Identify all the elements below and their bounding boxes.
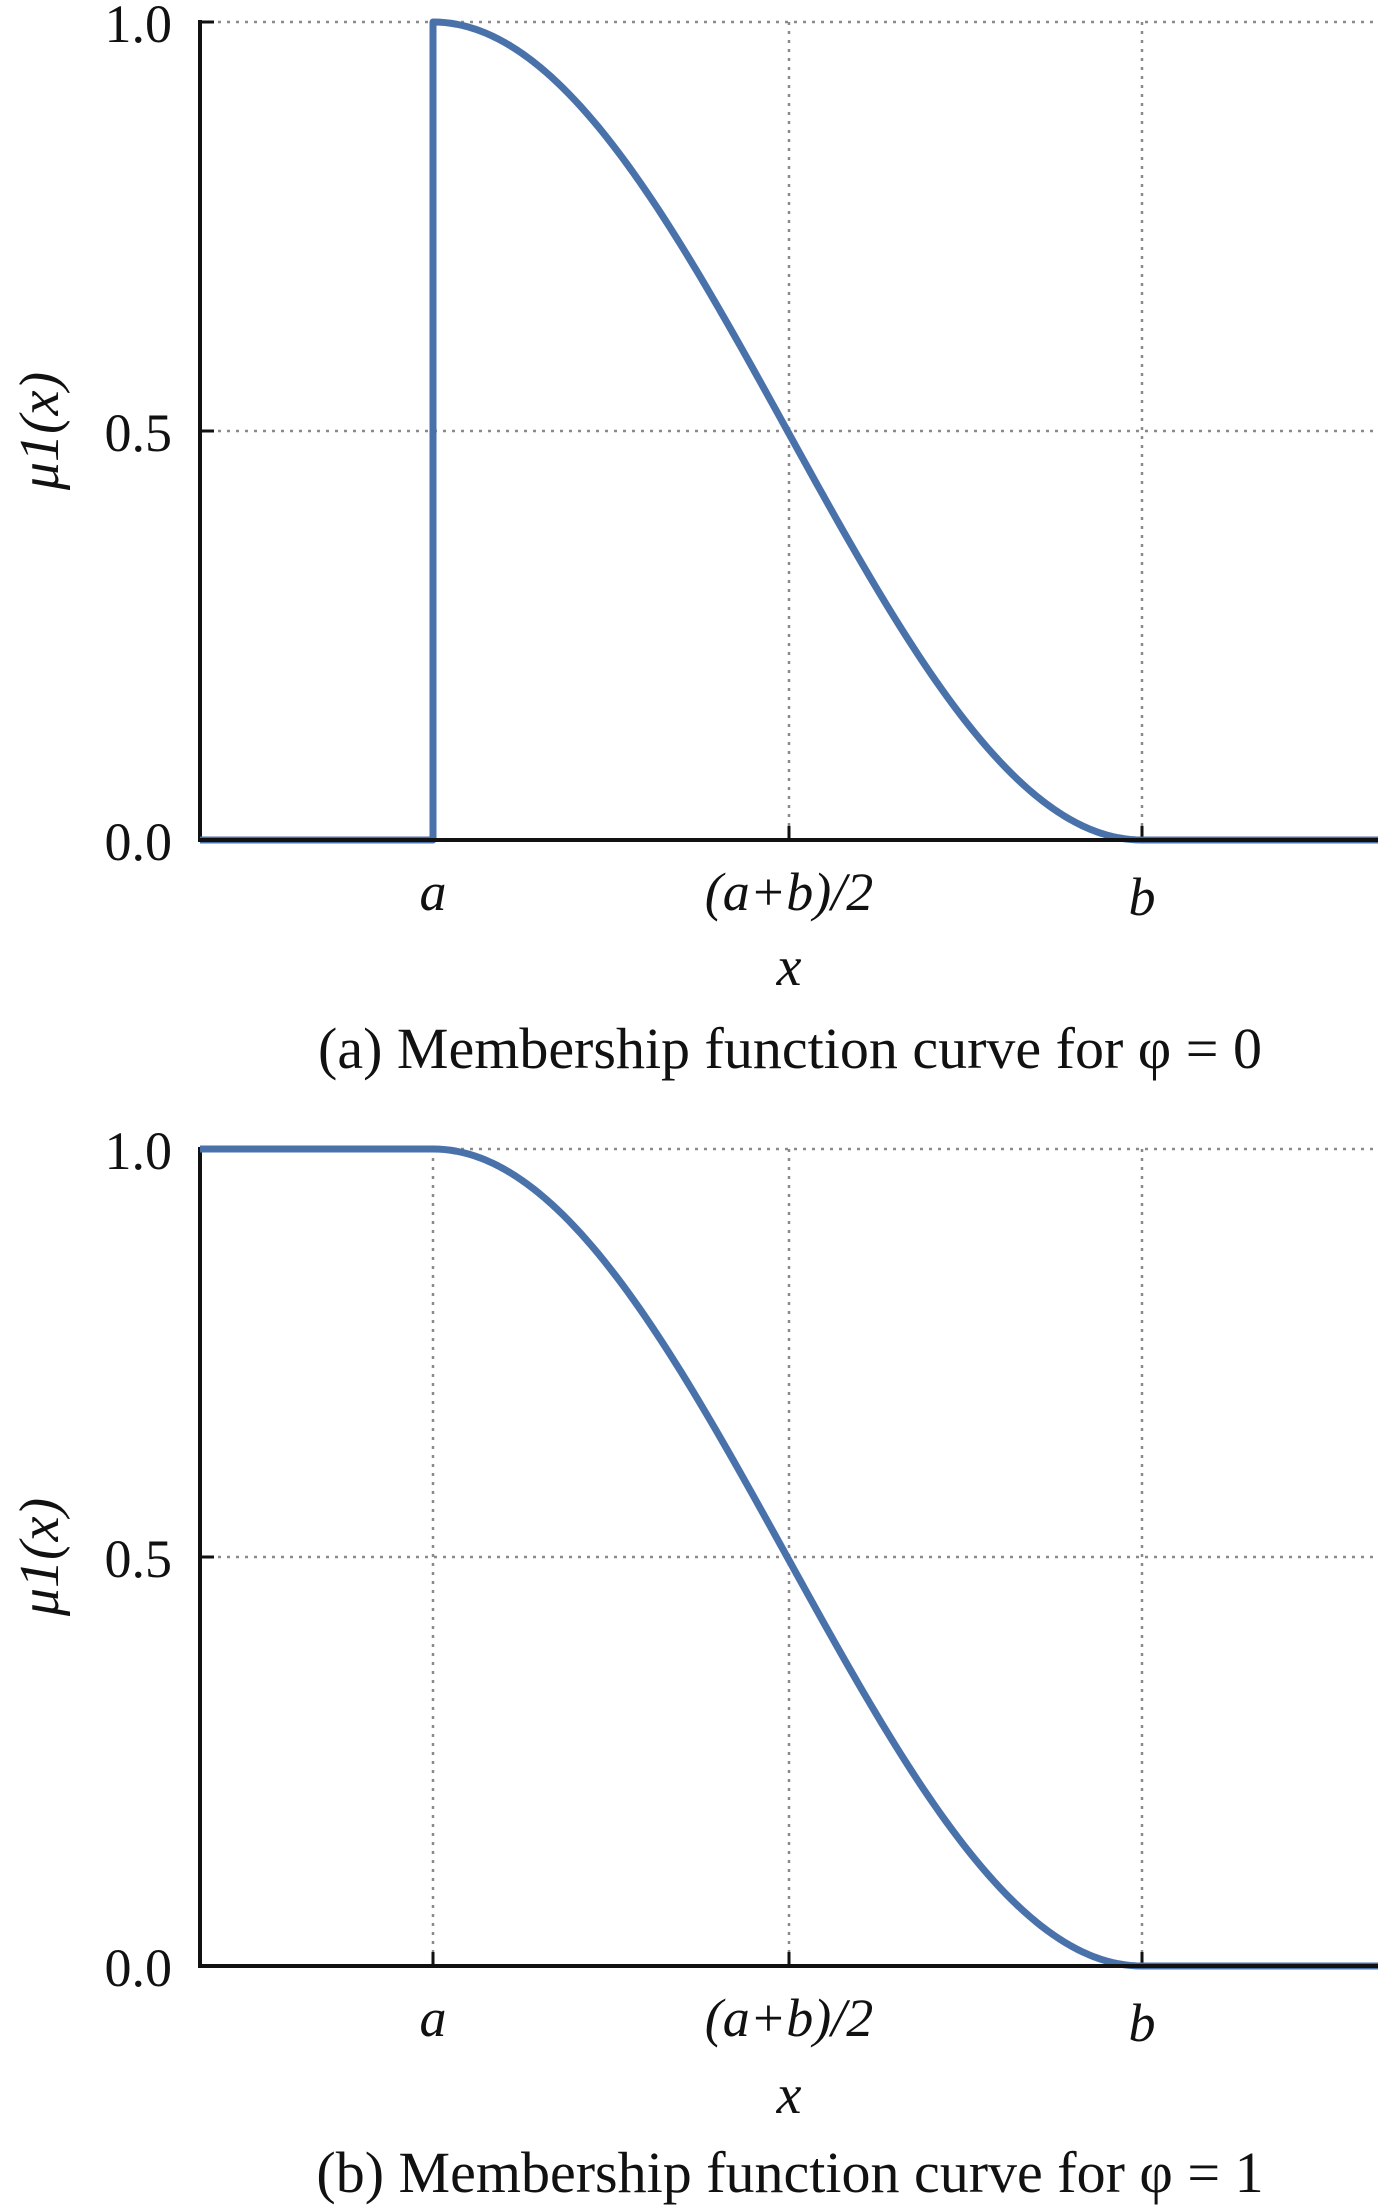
panel-a-x-tick-label-mid: (a+b)/2 bbox=[705, 862, 873, 922]
panel-b-y-axis-label: μ1(x) bbox=[9, 1498, 71, 1617]
panel-a: 1.0 0.5 0.0 a (a+b)/2 b x μ1(x) (a) Memb… bbox=[9, 0, 1378, 1081]
panel-a-series-line bbox=[200, 18, 1378, 844]
panel-b-x-tick-label-mid: (a+b)/2 bbox=[705, 1988, 873, 2048]
panel-b-x-tick-label-a: a bbox=[420, 1988, 447, 2048]
panel-a-y-tick-label-05: 0.5 bbox=[105, 403, 173, 463]
panel-b-y-tick-label-1: 1.0 bbox=[105, 1121, 173, 1181]
panel-a-y-tick-label-0: 0.0 bbox=[105, 812, 173, 872]
panel-a-y-axis-label: μ1(x) bbox=[9, 372, 71, 491]
panel-a-x-tick-label-b: b bbox=[1129, 867, 1156, 927]
panel-a-x-tick-label-a: a bbox=[420, 862, 447, 922]
panel-b-caption: (b) Membership function curve for φ = 1 bbox=[316, 2140, 1263, 2205]
panel-b-x-axis-label: x bbox=[776, 2064, 802, 2126]
panel-b-y-tick-label-0: 0.0 bbox=[105, 1938, 173, 1998]
panel-b: 1.0 0.5 0.0 a (a+b)/2 b x μ1(x) (b) Memb… bbox=[9, 1121, 1378, 2205]
panel-a-y-tick-label-1: 1.0 bbox=[105, 0, 173, 54]
panel-b-x-tick-label-b: b bbox=[1129, 1993, 1156, 2053]
panel-b-series-line bbox=[200, 1145, 1378, 1970]
panel-a-x-axis-label: x bbox=[776, 936, 802, 998]
panel-b-y-tick-label-05: 0.5 bbox=[105, 1529, 173, 1589]
panel-a-caption: (a) Membership function curve for φ = 0 bbox=[318, 1016, 1262, 1081]
